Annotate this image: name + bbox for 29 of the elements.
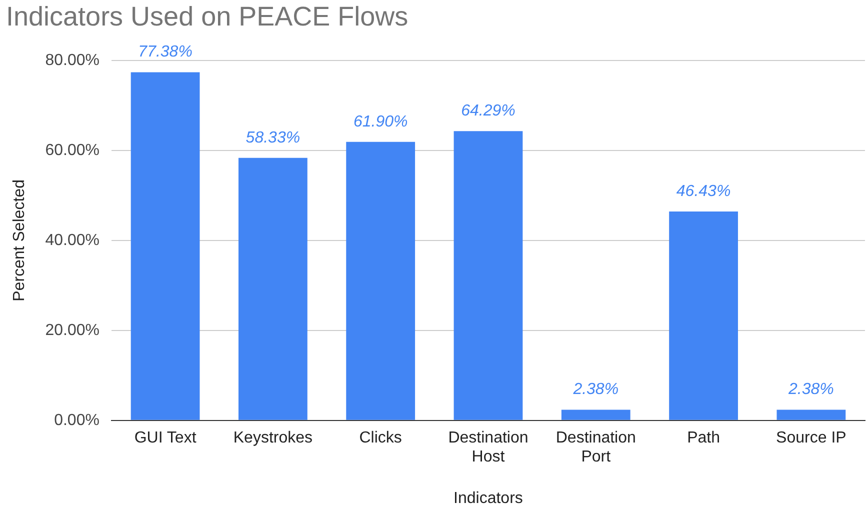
y-tick-label: 80.00%	[45, 52, 100, 69]
chart-title: Indicators Used on PEACE Flows	[6, 2, 408, 32]
x-tick-label: Source IP	[776, 429, 846, 446]
data-label: 46.43%	[676, 182, 731, 200]
x-axis-title: Indicators	[454, 490, 523, 507]
data-label: 64.29%	[461, 102, 516, 120]
x-tick-label: Clicks	[359, 429, 402, 446]
y-axis-title: Percent Selected	[11, 179, 28, 302]
y-tick-label: 20.00%	[45, 322, 100, 339]
bar	[561, 410, 630, 420]
x-tick-label: Destination Port	[556, 429, 636, 466]
bar	[238, 158, 308, 420]
x-tick-label: GUI Text	[134, 429, 197, 446]
bar	[776, 410, 846, 420]
bar	[454, 131, 523, 420]
data-label: 61.90%	[353, 113, 408, 130]
bar	[669, 211, 738, 420]
bar	[130, 72, 200, 420]
data-label: 2.38%	[572, 381, 619, 398]
data-label: 77.38%	[138, 44, 192, 61]
data-label: 2.38%	[787, 381, 834, 398]
x-tick-label: Destination Host	[448, 429, 528, 466]
x-tick-label: Path	[687, 429, 720, 446]
x-tick-label: Keystrokes	[233, 429, 313, 446]
y-tick-label: 60.00%	[45, 142, 100, 159]
bar	[346, 142, 416, 420]
y-tick-label: 0.00%	[54, 412, 100, 429]
y-tick-label: 40.00%	[45, 232, 100, 249]
data-label: 58.33%	[246, 129, 300, 146]
